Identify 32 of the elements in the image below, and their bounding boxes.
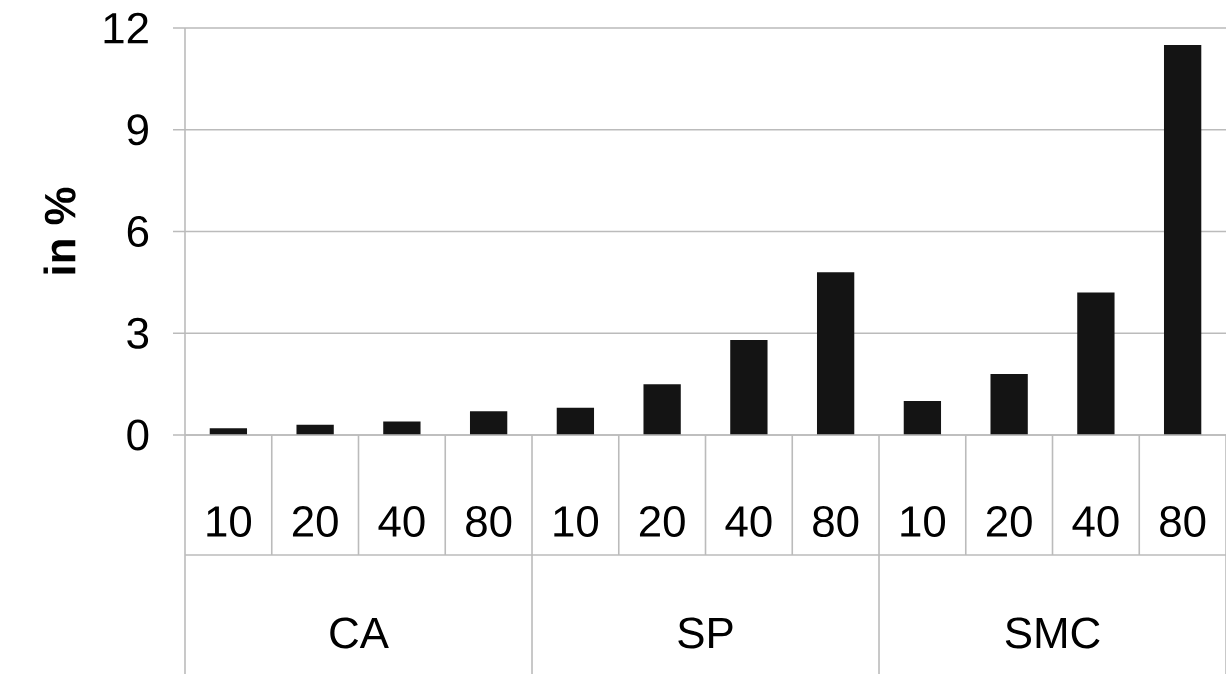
y-tick-label: 6 [127, 215, 149, 248]
x-tick-label: 10 [207, 505, 252, 538]
y-axis-title: in % [43, 187, 76, 274]
bar [730, 340, 768, 435]
text: CA [330, 617, 389, 649]
bar [469, 411, 508, 435]
bar [816, 272, 855, 435]
x-tick-label: 80 [1160, 505, 1206, 538]
bar [903, 401, 942, 435]
bar [556, 407, 595, 435]
y-tick-label: 9 [127, 114, 148, 146]
y-tick-label: 3 [127, 317, 149, 349]
x-tick-label: 10 [554, 505, 599, 538]
bar [383, 421, 421, 435]
bar [1077, 292, 1115, 435]
x-tick-label: 20 [292, 505, 338, 538]
x-tick-label: 40 [1072, 505, 1119, 538]
x-tick-label: 20 [986, 505, 1032, 538]
x-tick-label: 40 [725, 505, 772, 538]
bar [1163, 44, 1202, 435]
x-tick-label: 20 [639, 505, 685, 538]
x-tick-label: 10 [901, 505, 946, 538]
bar [643, 384, 681, 435]
y-tick-label: 0 [127, 419, 149, 451]
bar [990, 373, 1028, 435]
bar [296, 424, 334, 435]
y-tick-label: 12 [104, 12, 148, 44]
text: SMC [1005, 617, 1100, 649]
x-tick-label: 40 [378, 505, 425, 538]
x-tick-label: 80 [466, 505, 512, 538]
text: SP [678, 617, 733, 649]
x-tick-label: 80 [813, 505, 859, 538]
